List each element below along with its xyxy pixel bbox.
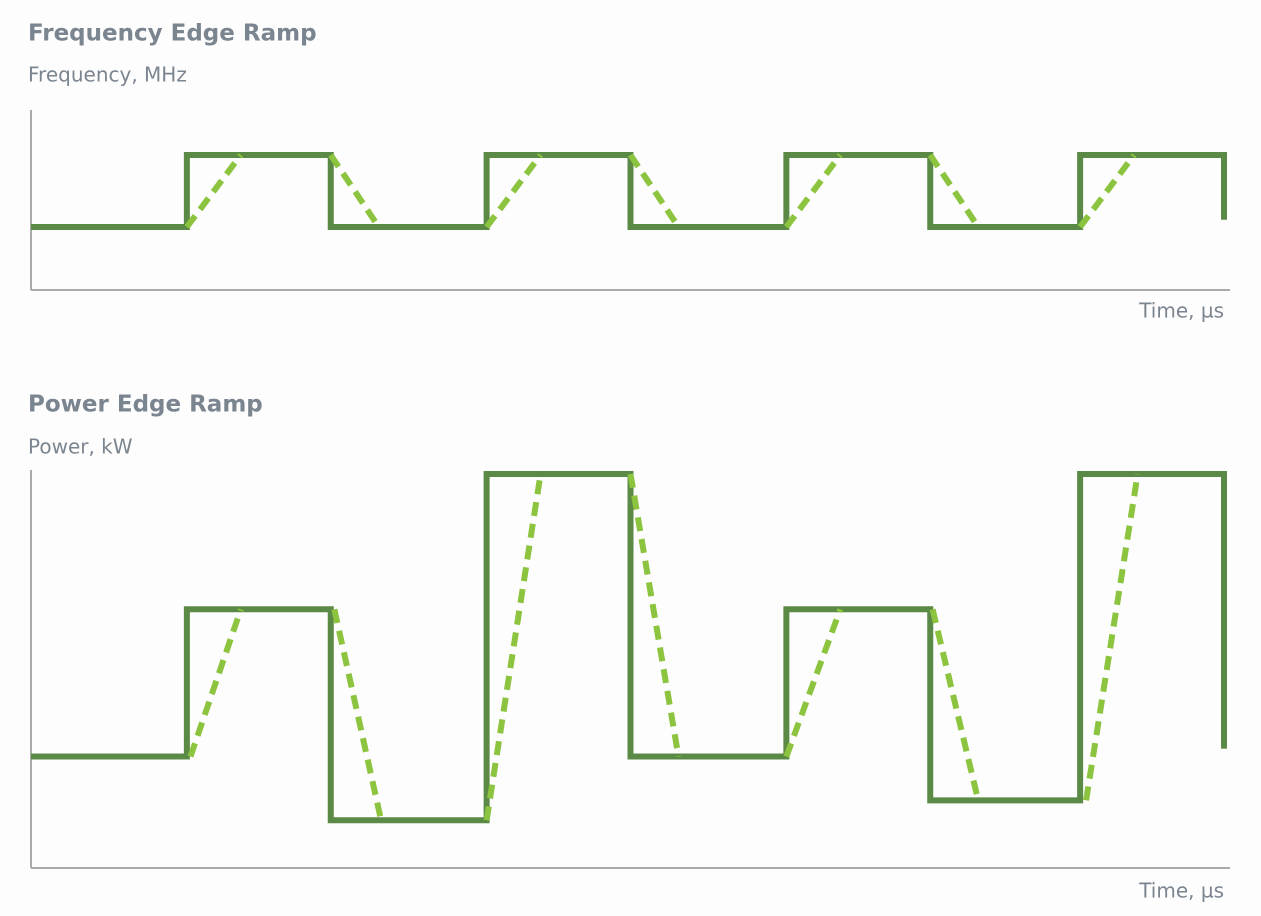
line-series [187,473,1141,821]
line-series [184,153,1137,229]
line-series [31,470,1228,824]
chart-title: Power Edge Ramp [28,392,263,418]
y-axis-label: Power, kW [28,435,133,459]
x-axis-label: Time, µs [1138,299,1224,323]
x-axis-label: Time, µs [1138,879,1224,903]
y-axis-label: Frequency, MHz [28,63,187,87]
chart-title: Frequency Edge Ramp [28,21,317,47]
line-series [31,152,1228,230]
